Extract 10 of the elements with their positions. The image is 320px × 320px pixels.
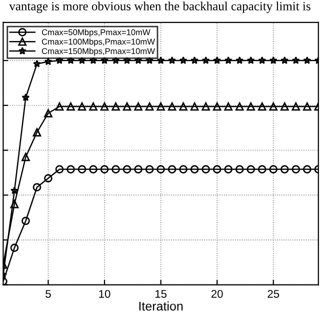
x-axis-title: Iteration xyxy=(139,301,183,311)
text: vantage is more obvious when the backhaul capacity limit is xyxy=(9,2,310,13)
x-tick-label: 10 xyxy=(99,290,110,298)
x-tick-label: 20 xyxy=(211,290,223,298)
legend-label: Cmax=150Mbps,Pmax=10mW xyxy=(42,48,155,56)
x-tick-label: 25 xyxy=(268,290,280,298)
legend-label: Cmax=100Mbps,Pmax=10mW xyxy=(42,38,155,46)
x-tick-label: 5 xyxy=(46,290,51,298)
x-tick-label: 15 xyxy=(155,290,167,298)
legend-label: Cmax=50Mbps,Pmax=10mW xyxy=(42,29,150,37)
